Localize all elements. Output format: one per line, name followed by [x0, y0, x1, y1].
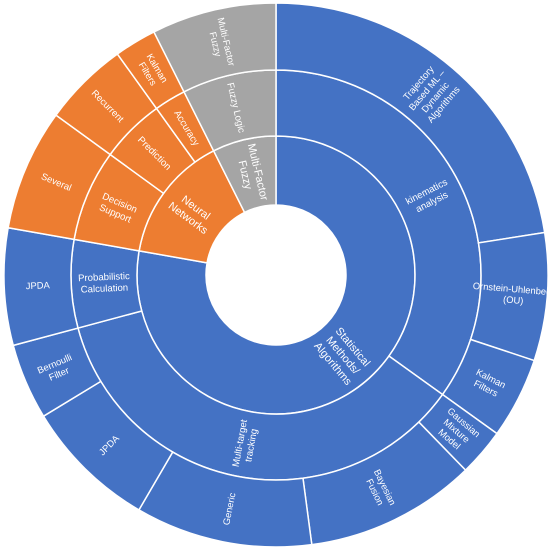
- label-statistical-methods-algorithms-probabilistic-calculation-jpda: JPDA: [26, 279, 51, 291]
- label-statistical-methods-algorithms-probabilistic-calculation: ProbabilisticCalculation: [78, 271, 131, 296]
- segment-multi-factor-fuzzy-fuzzy-logic-multi-factor-fuzzy: [152, 2, 277, 93]
